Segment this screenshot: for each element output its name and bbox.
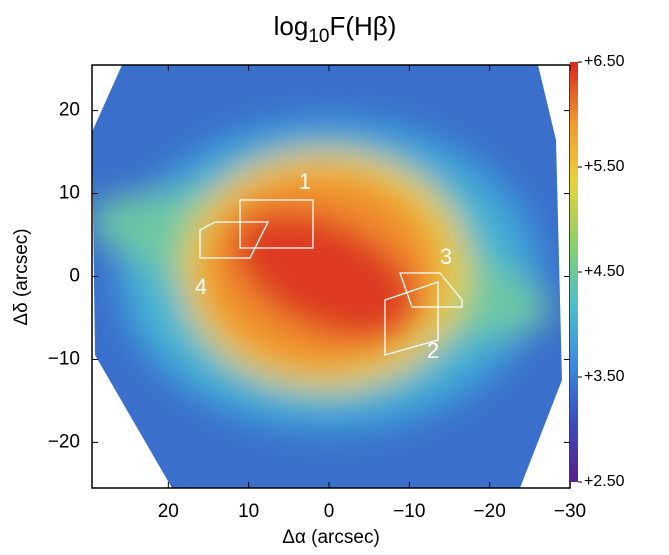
y-tick-label: 0 xyxy=(69,266,80,287)
region-outline xyxy=(399,272,463,308)
y-axis-label: Δδ (arcsec) xyxy=(11,228,32,325)
x-tick-label: −10 xyxy=(393,501,425,522)
region-label: 1 xyxy=(299,169,311,194)
chart-title: log10F(Hβ) xyxy=(274,11,397,47)
x-tick-label: 20 xyxy=(158,501,179,522)
region-outline xyxy=(239,199,314,249)
x-axis-label: Δα (arcsec) xyxy=(282,527,380,548)
x-tick-label: −30 xyxy=(554,501,586,522)
y-tick-label: 10 xyxy=(59,183,80,204)
region-label: 4 xyxy=(195,274,207,299)
title-part: F(Hβ) xyxy=(329,11,396,41)
x-tick-label: −20 xyxy=(474,501,506,522)
colorbar-tick-label: +5.50 xyxy=(584,158,625,175)
colorbar xyxy=(570,62,578,482)
colorbar-tick-label: +6.50 xyxy=(584,53,625,70)
y-tick-label: −20 xyxy=(48,431,80,452)
region-outline xyxy=(384,281,439,356)
y-tick-label: −10 xyxy=(48,348,80,369)
colorbar-tick-label: +2.50 xyxy=(584,473,625,490)
title-subscript: 10 xyxy=(308,26,329,47)
region-outline xyxy=(199,221,270,259)
x-tick-label: 10 xyxy=(238,501,259,522)
regions xyxy=(199,199,463,356)
title-part: log xyxy=(274,11,309,41)
colorbar-tick-label: +4.50 xyxy=(584,263,625,280)
nebula-image xyxy=(92,65,562,488)
x-tick-label: 0 xyxy=(324,501,335,522)
region-label: 3 xyxy=(440,244,452,269)
y-tick-label: 20 xyxy=(59,100,80,121)
region-label: 2 xyxy=(427,338,439,363)
colorbar-tick-label: +3.50 xyxy=(584,368,625,385)
